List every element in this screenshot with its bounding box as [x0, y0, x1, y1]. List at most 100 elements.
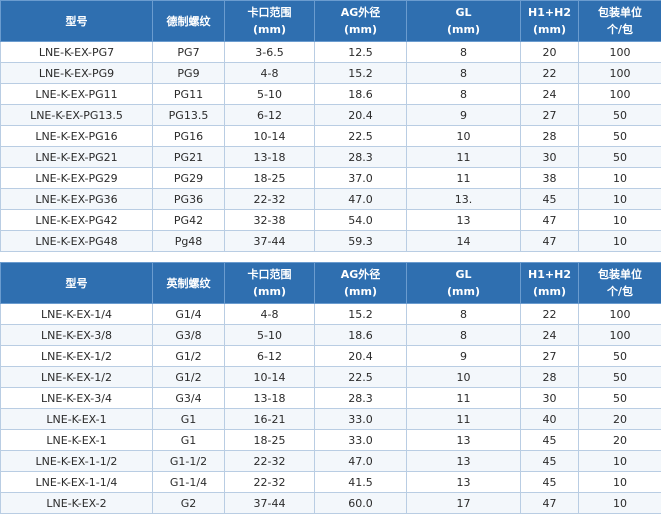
ag-od-cell: 22.5	[315, 367, 407, 388]
gl-cell: 17	[407, 493, 521, 514]
thread-cell: G1/2	[153, 367, 225, 388]
clamp-range-cell: 3-6.5	[225, 42, 315, 63]
model-cell: LNE-K-EX-1	[1, 430, 153, 451]
thread-cell: Pg48	[153, 231, 225, 252]
gl-cell: 8	[407, 42, 521, 63]
h1h2-cell: 30	[521, 147, 579, 168]
ag-od-cell: 33.0	[315, 430, 407, 451]
thread-cell: G1	[153, 430, 225, 451]
clamp-range-cell: 13-18	[225, 147, 315, 168]
col-header-h1h2: H1+H2(mm)	[521, 1, 579, 42]
ag-od-cell: 15.2	[315, 63, 407, 84]
pack-unit-cell: 100	[579, 325, 661, 346]
h1h2-cell: 40	[521, 409, 579, 430]
col-header-thread: 英制螺纹	[153, 263, 225, 304]
gl-cell: 9	[407, 346, 521, 367]
clamp-range-cell: 13-18	[225, 388, 315, 409]
thread-cell: G2	[153, 493, 225, 514]
ag-od-cell: 18.6	[315, 84, 407, 105]
pack-unit-cell: 20	[579, 430, 661, 451]
model-cell: LNE-K-EX-PG7	[1, 42, 153, 63]
clamp-range-cell: 37-44	[225, 493, 315, 514]
clamp-range-cell: 5-10	[225, 84, 315, 105]
col-header-clamp-range: 卡口范围(mm)	[225, 1, 315, 42]
ag-od-cell: 20.4	[315, 105, 407, 126]
thread-cell: G1	[153, 409, 225, 430]
clamp-range-cell: 16-21	[225, 409, 315, 430]
pack-unit-cell: 100	[579, 84, 661, 105]
gl-cell: 11	[407, 168, 521, 189]
model-cell: LNE-K-EX-PG13.5	[1, 105, 153, 126]
ag-od-cell: 60.0	[315, 493, 407, 514]
pg-thread-table: 型号 德制螺纹 卡口范围(mm) AG外径(mm) GL(mm) H1+H2(m…	[0, 0, 661, 252]
clamp-range-cell: 6-12	[225, 346, 315, 367]
clamp-range-cell: 18-25	[225, 168, 315, 189]
pack-unit-cell: 20	[579, 409, 661, 430]
model-cell: LNE-K-EX-PG11	[1, 84, 153, 105]
g-thread-table: 型号 英制螺纹 卡口范围(mm) AG外径(mm) GL(mm) H1+H2(m…	[0, 262, 661, 514]
model-cell: LNE-K-EX-PG42	[1, 210, 153, 231]
model-cell: LNE-K-EX-PG16	[1, 126, 153, 147]
gl-cell: 10	[407, 126, 521, 147]
model-cell: LNE-K-EX-3/8	[1, 325, 153, 346]
col-header-clamp-range: 卡口范围(mm)	[225, 263, 315, 304]
clamp-range-cell: 10-14	[225, 126, 315, 147]
model-cell: LNE-K-EX-1/2	[1, 367, 153, 388]
ag-od-cell: 47.0	[315, 451, 407, 472]
thread-cell: G3/4	[153, 388, 225, 409]
gl-cell: 8	[407, 63, 521, 84]
ag-od-cell: 15.2	[315, 304, 407, 325]
h1h2-cell: 47	[521, 210, 579, 231]
model-cell: LNE-K-EX-PG21	[1, 147, 153, 168]
col-header-pack: 包装单位个/包	[579, 263, 661, 304]
pack-unit-cell: 10	[579, 451, 661, 472]
ag-od-cell: 54.0	[315, 210, 407, 231]
ag-od-cell: 37.0	[315, 168, 407, 189]
model-cell: LNE-K-EX-1/4	[1, 304, 153, 325]
clamp-range-cell: 10-14	[225, 367, 315, 388]
pack-unit-cell: 100	[579, 42, 661, 63]
pack-unit-cell: 10	[579, 493, 661, 514]
thread-cell: PG42	[153, 210, 225, 231]
clamp-range-cell: 5-10	[225, 325, 315, 346]
model-cell: LNE-K-EX-1	[1, 409, 153, 430]
thread-cell: PG7	[153, 42, 225, 63]
col-header-ag-od: AG外径(mm)	[315, 263, 407, 304]
thread-cell: PG9	[153, 63, 225, 84]
table-header: 型号 德制螺纹 卡口范围(mm) AG外径(mm) GL(mm) H1+H2(m…	[1, 1, 661, 42]
pack-unit-cell: 100	[579, 304, 661, 325]
h1h2-cell: 24	[521, 84, 579, 105]
gl-cell: 10	[407, 367, 521, 388]
clamp-range-cell: 22-32	[225, 451, 315, 472]
thread-cell: PG16	[153, 126, 225, 147]
thread-cell: PG36	[153, 189, 225, 210]
h1h2-cell: 45	[521, 430, 579, 451]
ag-od-cell: 47.0	[315, 189, 407, 210]
col-header-pack: 包装单位个/包	[579, 1, 661, 42]
thread-cell: G3/8	[153, 325, 225, 346]
thread-cell: G1-1/2	[153, 451, 225, 472]
clamp-range-cell: 4-8	[225, 63, 315, 84]
h1h2-cell: 24	[521, 325, 579, 346]
model-cell: LNE-K-EX-1/2	[1, 346, 153, 367]
thread-cell: G1-1/4	[153, 472, 225, 493]
h1h2-cell: 27	[521, 346, 579, 367]
clamp-range-cell: 32-38	[225, 210, 315, 231]
gl-cell: 8	[407, 84, 521, 105]
h1h2-cell: 45	[521, 451, 579, 472]
h1h2-cell: 38	[521, 168, 579, 189]
h1h2-cell: 28	[521, 367, 579, 388]
col-header-h1h2: H1+H2(mm)	[521, 263, 579, 304]
